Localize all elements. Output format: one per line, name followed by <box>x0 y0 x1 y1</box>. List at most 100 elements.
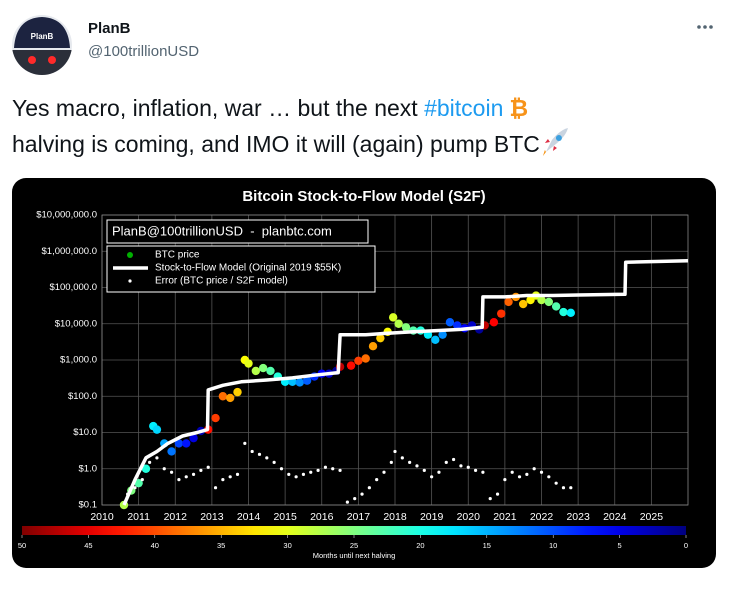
user-handle[interactable]: @100trillionUSD <box>88 43 199 60</box>
error-point <box>133 486 137 490</box>
legend-label: BTC price <box>155 250 200 261</box>
error-point <box>279 467 284 471</box>
price-point <box>302 376 312 385</box>
price-point <box>537 295 546 305</box>
error-point <box>221 478 225 482</box>
error-point <box>481 470 485 474</box>
colorbar-tick-label: 10 <box>549 541 557 550</box>
y-tick-label: $1,000.0 <box>60 355 97 366</box>
colorbar-tick-label: 20 <box>416 541 424 550</box>
price-point <box>489 318 499 327</box>
x-tick-label: 2024 <box>603 511 627 523</box>
x-tick-label: 2016 <box>310 511 334 523</box>
error-point <box>301 472 306 476</box>
price-point <box>438 330 447 339</box>
more-button[interactable] <box>697 25 713 29</box>
x-tick-label: 2017 <box>347 511 371 523</box>
error-point <box>213 486 218 490</box>
error-point <box>250 449 254 454</box>
error-point <box>294 475 298 479</box>
colorbar <box>22 526 686 535</box>
y-tick-label: $1.0 <box>79 463 98 474</box>
colorbar-tick-label: 25 <box>350 541 358 550</box>
price-point <box>182 439 191 448</box>
y-tick-label: $1,000,000.0 <box>42 246 97 257</box>
error-point <box>345 500 349 504</box>
x-tick-label: 2023 <box>566 511 590 523</box>
colorbar-tick-label: 40 <box>151 541 159 550</box>
tweet-text: halving is coming, and IMO it will (agai… <box>12 131 540 157</box>
price-point <box>551 302 561 311</box>
chart-title: Bitcoin Stock-to-Flow Model (S2F) <box>242 188 485 205</box>
x-tick-label: 2019 <box>420 511 444 523</box>
x-tick-label: 2021 <box>493 511 517 523</box>
error-point <box>488 497 492 501</box>
hashtag[interactable]: #bitcoin <box>424 95 503 121</box>
colorbar-tick-label: 45 <box>84 541 92 550</box>
subtitle-box <box>106 219 369 244</box>
x-tick-label: 2022 <box>530 511 554 523</box>
x-tick-label: 2015 <box>273 511 297 523</box>
price-point <box>141 464 151 473</box>
price-point <box>368 342 378 351</box>
error-point <box>199 468 203 473</box>
price-point <box>233 387 242 397</box>
error-point <box>323 465 328 469</box>
x-tick-label: 2013 <box>200 511 224 523</box>
error-point <box>257 452 262 456</box>
y-tick-label: $10.0 <box>73 427 97 438</box>
price-point <box>388 313 398 322</box>
error-point <box>338 468 342 473</box>
y-tick-label: $100,000.0 <box>49 282 97 293</box>
error-point <box>206 465 210 469</box>
error-point <box>184 475 188 479</box>
y-tick-label: $10,000.0 <box>55 318 97 329</box>
price-point <box>152 425 162 434</box>
error-point <box>510 470 514 474</box>
error-point <box>316 468 320 473</box>
price-point <box>445 318 455 327</box>
price-point <box>251 366 261 376</box>
error-point <box>547 475 551 479</box>
error-point <box>191 472 196 476</box>
price-point <box>295 378 304 387</box>
legend-label: Error (BTC price / S2F model) <box>155 276 288 287</box>
error-point <box>353 497 357 501</box>
error-point <box>459 464 463 468</box>
price-point <box>167 447 176 456</box>
price-point <box>354 356 363 366</box>
price-point <box>266 366 275 376</box>
price-point <box>134 478 143 488</box>
error-point <box>155 456 159 460</box>
y-tick-label: $10,000,000.0 <box>36 210 97 221</box>
price-point <box>497 309 506 318</box>
emoji: ₿ <box>509 95 528 121</box>
error-point <box>367 486 371 490</box>
plot-frame <box>101 214 689 506</box>
colorbar-tick-label: 35 <box>217 541 225 550</box>
model-line <box>122 258 689 506</box>
rocket-emoji <box>542 128 568 156</box>
error-point <box>331 467 335 471</box>
error-point <box>561 486 566 490</box>
price-point <box>218 392 228 401</box>
legend-marker <box>127 252 133 258</box>
error-point <box>554 481 558 485</box>
error-point <box>360 492 364 496</box>
error-point <box>177 478 181 482</box>
avatar[interactable]: PlanB <box>12 15 72 80</box>
price-point <box>544 297 554 307</box>
price-point <box>189 433 198 443</box>
error-point <box>503 478 507 482</box>
error-point <box>140 478 144 482</box>
legend-box <box>106 245 376 293</box>
colorbar-tick-label: 15 <box>483 541 491 550</box>
legend-label: Stock-to-Flow Model (Original 2019 $55K) <box>155 263 341 274</box>
error-point <box>272 460 276 464</box>
price-point <box>559 307 568 317</box>
price-point <box>566 308 575 318</box>
legend-marker <box>128 279 132 283</box>
user-name[interactable]: PlanB <box>88 20 131 37</box>
price-point <box>244 359 253 368</box>
